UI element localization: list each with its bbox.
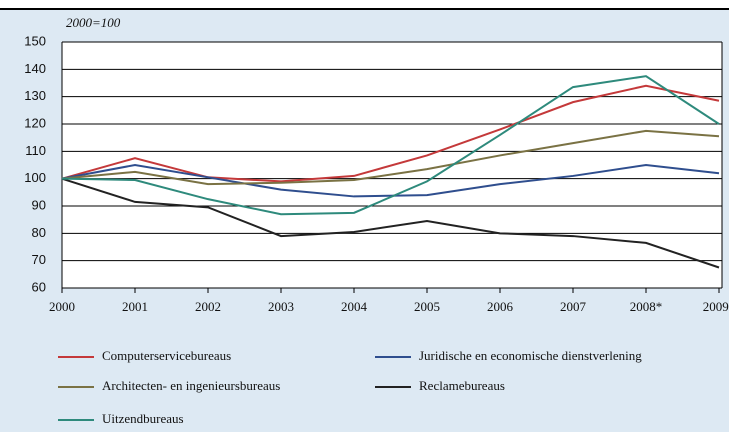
x-tick-label: 2009* (703, 299, 729, 314)
y-tick-label: 90 (32, 197, 46, 212)
x-tick-label: 2006 (487, 299, 514, 314)
legend-label: Juridische en economische dienstverlenin… (419, 348, 642, 363)
series-line (61, 75, 720, 216)
series-line (61, 84, 720, 183)
legend-label: Reclamebureaus (419, 378, 505, 393)
legend-label: Computerservicebureaus (102, 348, 231, 363)
series-line (61, 129, 720, 186)
series-line (61, 177, 720, 269)
y-tick-label: 140 (24, 61, 46, 76)
y-tick-label: 70 (32, 252, 46, 267)
y-tick-label: 110 (25, 143, 46, 158)
x-tick-label: 2000 (49, 299, 75, 314)
x-tick-label: 2003 (268, 299, 294, 314)
x-tick-label: 2002 (195, 299, 221, 314)
y-tick-label: 150 (24, 33, 46, 48)
x-tick-label: 2001 (122, 299, 148, 314)
y-tick-label: 60 (32, 279, 46, 294)
series-line (61, 163, 720, 198)
y-tick-label: 130 (24, 88, 46, 103)
x-tick-label: 2008* (630, 299, 663, 314)
top-strip (0, 0, 729, 8)
x-tick-label: 2005 (414, 299, 440, 314)
y-tick-label: 120 (24, 115, 46, 130)
y-tick-label: 100 (24, 170, 46, 185)
legend-label: Architecten- en ingenieursbureaus (102, 378, 280, 393)
x-tick-label: 2004 (341, 299, 368, 314)
x-tick-label: 2007 (560, 299, 587, 314)
legend-label: Uitzendbureaus (102, 411, 184, 426)
y-tick-label: 80 (32, 225, 46, 240)
annotation: 2000=100 (66, 15, 121, 30)
